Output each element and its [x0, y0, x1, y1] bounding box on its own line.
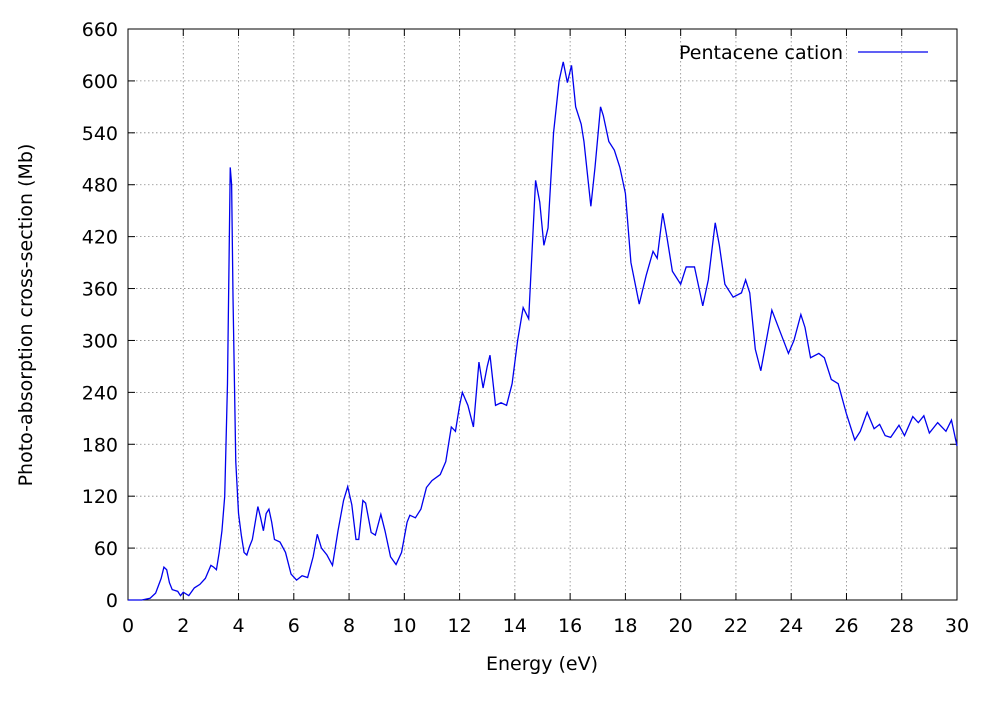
y-tick-label: 300	[82, 330, 118, 352]
x-tick-label: 0	[122, 615, 134, 637]
y-tick-label: 60	[94, 538, 118, 560]
y-tick-label: 660	[82, 19, 118, 41]
x-tick-label: 4	[232, 615, 244, 637]
plot-frame	[127, 28, 958, 601]
legend-label: Pentacene cation	[679, 42, 843, 64]
x-tick-label: 24	[779, 615, 803, 637]
x-tick-label: 12	[448, 615, 472, 637]
y-tick-label: 120	[82, 486, 118, 508]
y-tick-label: 600	[82, 71, 118, 93]
x-tick-label: 28	[890, 615, 914, 637]
y-tick-label: 540	[82, 123, 118, 145]
x-tick-label: 8	[343, 615, 355, 637]
x-tick-label: 16	[558, 615, 582, 637]
x-tick-label: 26	[834, 615, 858, 637]
y-tick-label: 180	[82, 434, 118, 456]
x-axis-label: Energy (eV)	[486, 653, 598, 675]
x-tick-label: 10	[392, 615, 416, 637]
y-tick-label: 360	[82, 279, 118, 301]
x-tick-label: 14	[503, 615, 527, 637]
y-tick-label: 480	[82, 175, 118, 197]
data-line	[128, 61, 958, 601]
y-axis-label: Photo-absorption cross-section (Mb)	[15, 144, 37, 487]
x-tick-label: 2	[177, 615, 189, 637]
x-tick-label: 20	[669, 615, 693, 637]
x-tick-label: 6	[288, 615, 300, 637]
y-tick-label: 420	[82, 227, 118, 249]
x-tick-label: 30	[945, 615, 969, 637]
y-tick-label: 240	[82, 382, 118, 404]
x-tick-label: 18	[613, 615, 637, 637]
x-tick-label: 22	[724, 615, 748, 637]
y-tick-label: 0	[106, 590, 118, 612]
